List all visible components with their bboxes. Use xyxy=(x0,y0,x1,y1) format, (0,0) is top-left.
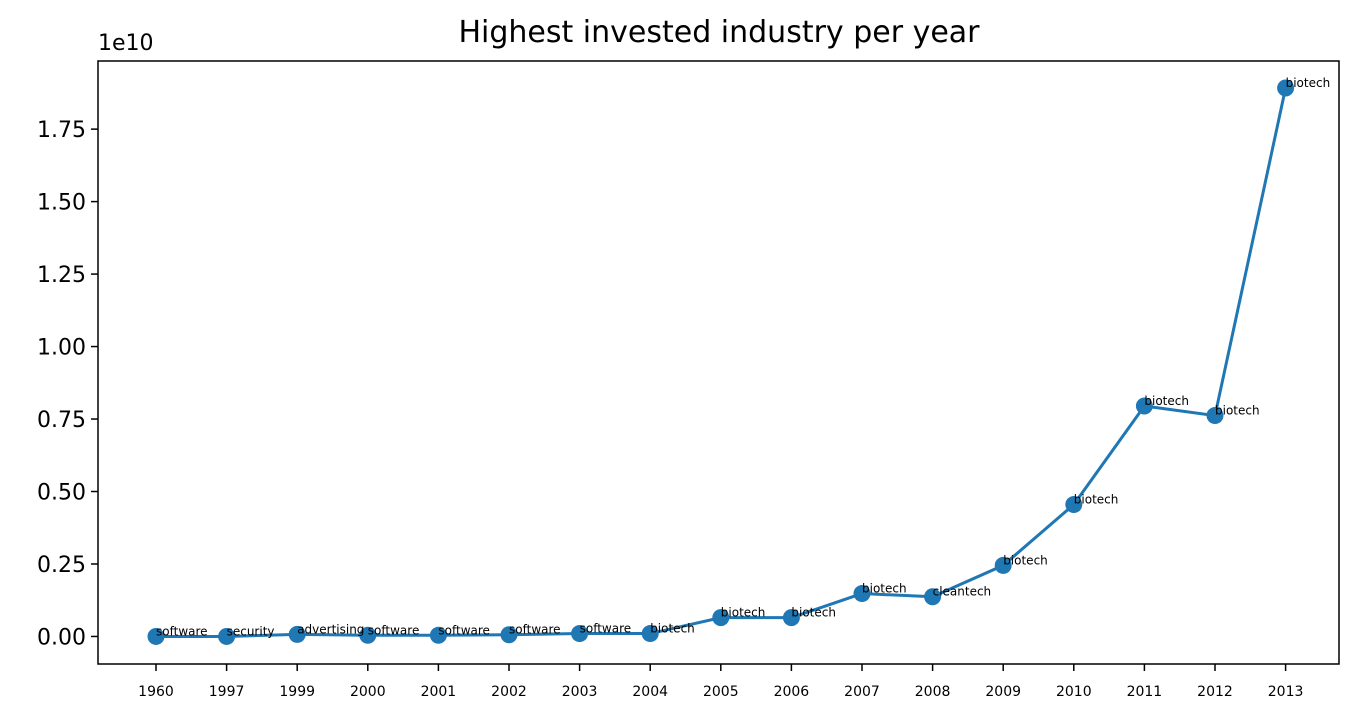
data-point xyxy=(853,585,871,603)
point-label: advertising xyxy=(297,622,364,636)
x-tick-label: 1997 xyxy=(209,684,245,700)
data-point xyxy=(1206,407,1224,425)
point-label: biotech xyxy=(650,622,695,636)
x-tick-label: 2005 xyxy=(703,684,739,700)
x-tick-label: 2003 xyxy=(562,684,598,700)
data-point xyxy=(712,609,730,627)
point-label: biotech xyxy=(862,582,907,596)
data-point xyxy=(500,626,518,644)
x-tick-label: 2002 xyxy=(491,684,527,700)
x-axis: 1960 1997 1999 2000 2001 2002 2003 2004 2005 2006… xyxy=(138,664,1303,700)
x-tick-label: 2009 xyxy=(985,684,1021,700)
y-tick-label: 0.00 xyxy=(37,625,86,650)
x-tick-label: 2000 xyxy=(350,684,386,700)
data-point xyxy=(1135,397,1153,415)
point-label: software xyxy=(509,623,561,637)
y-tick-label: 1.75 xyxy=(37,118,86,143)
x-tick-label: 2012 xyxy=(1197,684,1233,700)
x-tick-label: 2006 xyxy=(774,684,810,700)
point-label: biotech xyxy=(1286,76,1331,90)
plot-area xyxy=(97,60,1340,665)
data-point xyxy=(924,588,942,606)
data-point xyxy=(571,625,589,643)
data-point xyxy=(359,626,377,644)
data-point xyxy=(641,625,659,643)
point-label: security xyxy=(227,624,275,638)
point-label: software xyxy=(368,623,420,637)
x-tick-label: 2011 xyxy=(1127,684,1163,700)
x-tick-label: 1960 xyxy=(138,684,174,700)
point-label: biotech xyxy=(721,606,766,620)
chart-title: Highest invested industry per year xyxy=(458,15,980,50)
y-tick-label: 1.50 xyxy=(37,191,86,216)
point-label: software xyxy=(580,622,632,636)
point-label: biotech xyxy=(1144,394,1189,408)
point-label: biotech xyxy=(1074,493,1119,507)
y-tick-label: 0.50 xyxy=(37,481,86,506)
point-label: software xyxy=(438,623,490,637)
data-point xyxy=(782,609,800,627)
y-tick-label: 1.25 xyxy=(37,263,86,288)
x-tick-label: 2007 xyxy=(844,684,880,700)
data-point xyxy=(288,625,306,643)
data-point xyxy=(1065,496,1083,514)
y-axis: 0.00 0.25 0.50 0.75 1.00 1.25 1.50 1.75 xyxy=(37,118,98,650)
point-label: biotech xyxy=(1215,404,1260,418)
point-label: biotech xyxy=(791,606,836,620)
y-offset-label: 1e10 xyxy=(98,31,154,56)
x-tick-label: 2004 xyxy=(632,684,668,700)
x-tick-label: 2010 xyxy=(1056,684,1092,700)
y-tick-label: 0.25 xyxy=(37,553,86,578)
data-point xyxy=(218,627,236,645)
data-point xyxy=(147,627,165,645)
point-label: software xyxy=(156,624,208,638)
y-tick-label: 1.00 xyxy=(37,336,86,361)
data-point xyxy=(1277,79,1295,97)
data-point xyxy=(429,626,447,644)
series-line xyxy=(156,87,1288,638)
data-point xyxy=(994,556,1012,574)
x-tick-label: 2013 xyxy=(1268,684,1304,700)
x-tick-label: 1999 xyxy=(279,684,315,700)
point-label: biotech xyxy=(1003,553,1048,567)
data-points xyxy=(147,79,1295,645)
y-tick-label: 0.75 xyxy=(37,408,86,433)
point-labels: software security advertising software softw… xyxy=(156,76,1330,638)
x-tick-label: 2008 xyxy=(915,684,951,700)
x-tick-label: 2001 xyxy=(421,684,457,700)
point-label: cleantech xyxy=(933,585,992,599)
